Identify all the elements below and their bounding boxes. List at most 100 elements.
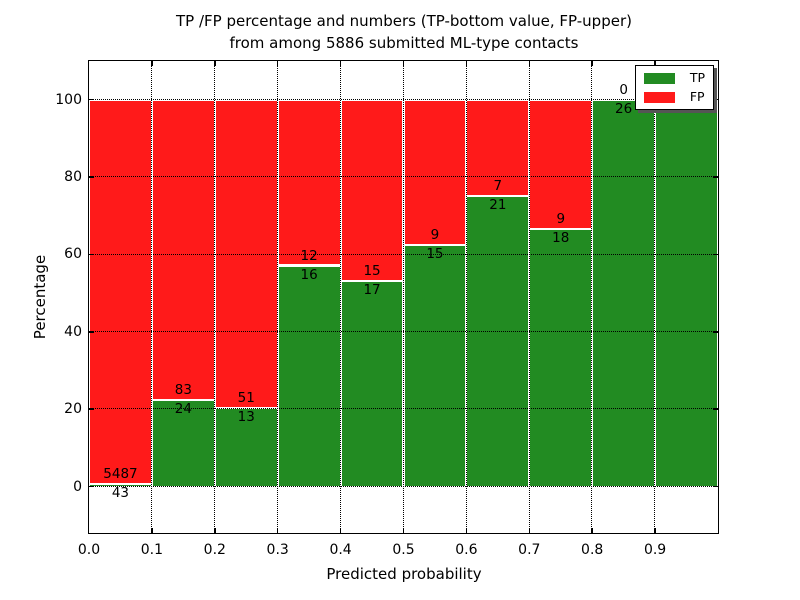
x-tick-mark bbox=[465, 528, 468, 533]
y-tick-mark bbox=[713, 331, 718, 333]
x-tick-label: 0.8 bbox=[581, 542, 604, 558]
legend-item-fp: FP bbox=[643, 89, 705, 104]
x-axis-label: Predicted probability bbox=[326, 565, 482, 583]
x-tick-mark bbox=[276, 61, 279, 66]
horizontal-gridline bbox=[89, 176, 718, 178]
y-tick-label: 100 bbox=[55, 91, 82, 108]
tp-bar-segment bbox=[592, 99, 656, 487]
chart-title-line1: TP /FP percentage and numbers (TP-bottom… bbox=[176, 12, 632, 30]
fp-legend-swatch-icon bbox=[643, 91, 675, 103]
x-tick-mark bbox=[528, 528, 531, 533]
fp-count-label: 0 bbox=[619, 81, 628, 98]
vertical-gridline bbox=[402, 61, 404, 533]
tp-count-label: 13 bbox=[237, 409, 255, 425]
x-tick-mark bbox=[591, 528, 593, 533]
fp-bar-segment bbox=[277, 99, 341, 266]
fp-bar-segment bbox=[403, 99, 467, 245]
y-tick-mark bbox=[89, 331, 94, 333]
horizontal-gridline bbox=[89, 485, 718, 487]
plot-area: 5487438324511312161517915721918026020 TP… bbox=[88, 60, 719, 534]
tp-count-label: 16 bbox=[300, 266, 318, 283]
tp-count-label: 21 bbox=[489, 197, 507, 214]
x-tick-label: 0.5 bbox=[392, 542, 415, 558]
x-tick-label: 0.4 bbox=[329, 542, 352, 558]
vertical-gridline bbox=[591, 61, 593, 533]
x-tick-label: 0.1 bbox=[140, 542, 164, 558]
x-tick-mark bbox=[276, 528, 279, 533]
tp-count-label: 24 bbox=[174, 400, 192, 417]
y-tick-label: 40 bbox=[64, 323, 82, 340]
tp-bar-segment bbox=[655, 99, 718, 487]
y-tick-mark bbox=[713, 485, 718, 488]
x-tick-label: 0.9 bbox=[643, 542, 667, 558]
fp-bar-segment bbox=[89, 99, 152, 484]
bars-layer: 5487438324511312161517915721918026020 bbox=[89, 61, 718, 533]
fp-count-label: 15 bbox=[363, 263, 381, 279]
fp-count-label: 51 bbox=[237, 390, 255, 406]
vertical-gridline bbox=[654, 61, 656, 533]
y-tick-mark bbox=[89, 98, 94, 101]
fp-count-label: 9 bbox=[430, 226, 440, 243]
tp-legend-swatch-icon bbox=[643, 72, 675, 84]
fp-count-label: 9 bbox=[556, 210, 566, 227]
x-tick-mark bbox=[214, 528, 216, 533]
tp-count-label: 15 bbox=[426, 245, 444, 262]
vertical-gridline bbox=[151, 61, 153, 533]
y-tick-mark bbox=[89, 408, 94, 410]
y-tick-label: 60 bbox=[64, 246, 82, 263]
y-tick-mark bbox=[713, 98, 718, 101]
x-tick-mark bbox=[402, 61, 405, 66]
tp-count-label: 26 bbox=[615, 100, 633, 117]
y-tick-mark bbox=[713, 408, 718, 410]
x-tick-mark bbox=[591, 61, 593, 66]
tp-bar-segment bbox=[529, 228, 593, 487]
x-tick-mark bbox=[214, 61, 216, 66]
x-tick-mark bbox=[151, 528, 153, 533]
fp-count-label: 7 bbox=[493, 178, 503, 195]
y-tick-mark bbox=[89, 253, 94, 256]
tp-count-label: 43 bbox=[111, 484, 130, 501]
y-tick-label: 80 bbox=[64, 169, 82, 186]
vertical-gridline bbox=[276, 61, 278, 533]
fp-bar-segment bbox=[529, 99, 593, 229]
tp-bar-segment bbox=[340, 281, 404, 487]
tp-bar-segment bbox=[277, 265, 341, 487]
horizontal-gridline bbox=[89, 253, 718, 255]
tp-bar-segment bbox=[403, 244, 467, 487]
fp-count-label: 83 bbox=[174, 381, 192, 398]
y-tick-mark bbox=[713, 253, 718, 256]
y-tick-label: 20 bbox=[64, 401, 82, 418]
x-tick-label: 0.3 bbox=[266, 542, 289, 558]
x-tick-mark bbox=[339, 528, 342, 533]
y-tick-labels: 0 20 40 60 80 100 bbox=[0, 61, 82, 533]
vertical-gridline bbox=[214, 61, 216, 533]
fp-count-label: 12 bbox=[300, 247, 318, 264]
legend-item-tp: TP bbox=[643, 71, 705, 84]
x-tick-labels: 0.0 0.1 0.2 0.3 0.4 0.5 0.6 0.7 0.8 0.9 bbox=[78, 542, 718, 560]
x-tick-mark bbox=[339, 61, 342, 66]
y-tick-mark bbox=[89, 485, 94, 488]
fp-legend-label: FP bbox=[689, 89, 705, 104]
x-tick-mark bbox=[402, 528, 405, 533]
fp-bar-segment bbox=[466, 99, 530, 197]
horizontal-gridline bbox=[89, 98, 718, 100]
tp-bar-segment bbox=[214, 408, 278, 487]
vertical-gridline bbox=[528, 61, 530, 533]
tp-count-label: 17 bbox=[363, 282, 381, 298]
x-tick-label: 0.2 bbox=[203, 542, 226, 558]
fp-bar-segment bbox=[151, 99, 215, 400]
vertical-gridline bbox=[465, 61, 467, 533]
horizontal-gridline bbox=[89, 331, 718, 333]
legend: TP FP bbox=[634, 65, 714, 110]
x-tick-label: 0.0 bbox=[77, 542, 101, 558]
vertical-gridline bbox=[339, 61, 341, 533]
x-tick-label: 0.6 bbox=[455, 542, 478, 558]
y-tick-label: 0 bbox=[73, 478, 82, 495]
fp-count-label: 5487 bbox=[103, 465, 138, 482]
x-tick-label: 0.7 bbox=[518, 542, 541, 558]
horizontal-gridline bbox=[89, 408, 718, 410]
x-tick-mark bbox=[654, 528, 656, 533]
x-tick-mark bbox=[465, 61, 468, 66]
chart-title-line2: from among 5886 submitted ML-type contac… bbox=[229, 34, 579, 52]
